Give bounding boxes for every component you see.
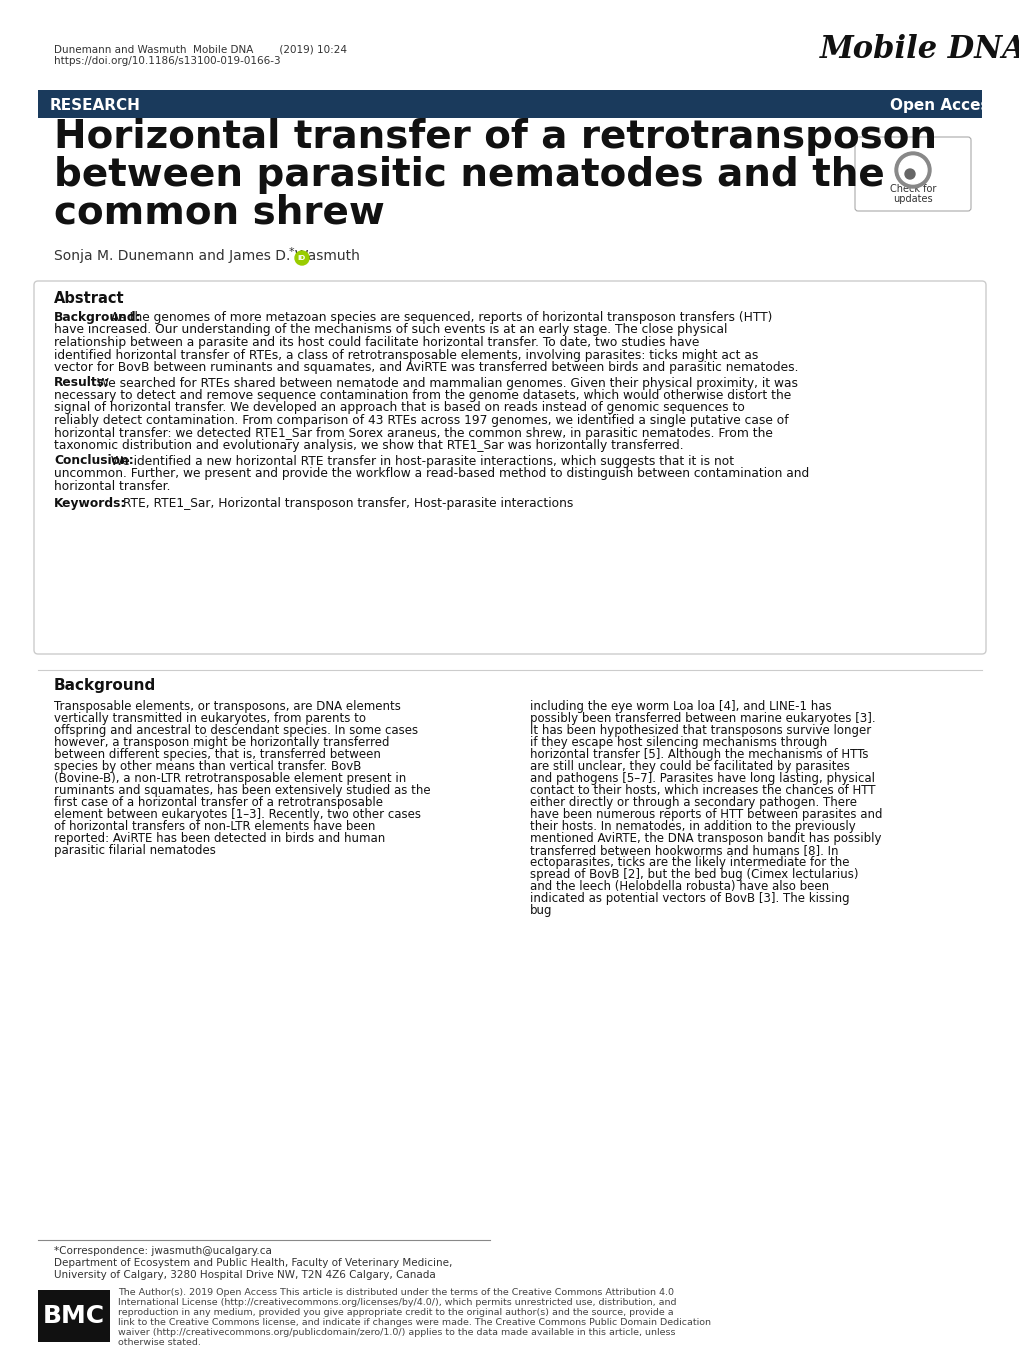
Text: uncommon. Further, we present and provide the workflow a read-based method to di: uncommon. Further, we present and provid… — [54, 466, 808, 480]
FancyBboxPatch shape — [34, 281, 985, 654]
Text: As the genomes of more metazoan species are sequenced, reports of horizontal tra: As the genomes of more metazoan species … — [107, 311, 772, 324]
Text: relationship between a parasite and its host could facilitate horizontal transfe: relationship between a parasite and its … — [54, 336, 699, 348]
Text: BMC: BMC — [43, 1304, 105, 1328]
Text: We searched for RTEs shared between nematode and mammalian genomes. Given their : We searched for RTEs shared between nema… — [93, 377, 797, 389]
Text: however, a transposon might be horizontally transferred: however, a transposon might be horizonta… — [54, 736, 389, 749]
Text: either directly or through a secondary pathogen. There: either directly or through a secondary p… — [530, 796, 856, 810]
Text: University of Calgary, 3280 Hospital Drive NW, T2N 4Z6 Calgary, Canada: University of Calgary, 3280 Hospital Dri… — [54, 1271, 435, 1280]
Text: identified horizontal transfer of RTEs, a class of retrotransposable elements, i: identified horizontal transfer of RTEs, … — [54, 348, 758, 362]
Text: vector for BovB between ruminants and squamates, and AviRTE was transferred betw: vector for BovB between ruminants and sq… — [54, 361, 798, 374]
Text: parasitic filarial nematodes: parasitic filarial nematodes — [54, 843, 216, 857]
Text: link to the Creative Commons license, and indicate if changes were made. The Cre: link to the Creative Commons license, an… — [118, 1318, 710, 1328]
Circle shape — [894, 152, 930, 188]
Circle shape — [294, 251, 309, 264]
Text: spread of BovB [2], but the bed bug (Cimex lectularius): spread of BovB [2], but the bed bug (Cim… — [530, 868, 858, 881]
Text: and the leech (Helobdella robusta) have also been: and the leech (Helobdella robusta) have … — [530, 880, 828, 894]
Text: have been numerous reports of HTT between parasites and: have been numerous reports of HTT betwee… — [530, 808, 881, 820]
Text: waiver (http://creativecommons.org/publicdomain/zero/1.0/) applies to the data m: waiver (http://creativecommons.org/publi… — [118, 1328, 675, 1337]
Text: reported: AviRTE has been detected in birds and human: reported: AviRTE has been detected in bi… — [54, 833, 385, 845]
Circle shape — [904, 170, 914, 179]
Text: offspring and ancestral to descendant species. In some cases: offspring and ancestral to descendant sp… — [54, 724, 418, 738]
Text: The Author(s). 2019 Open Access This article is distributed under the terms of t: The Author(s). 2019 Open Access This art… — [118, 1288, 674, 1296]
FancyBboxPatch shape — [38, 89, 981, 118]
Circle shape — [898, 156, 926, 184]
Text: element between eukaryotes [1–3]. Recently, two other cases: element between eukaryotes [1–3]. Recent… — [54, 808, 421, 820]
Text: Transposable elements, or transposons, are DNA elements: Transposable elements, or transposons, a… — [54, 700, 400, 713]
Text: (Bovine-B), a non-LTR retrotransposable element present in: (Bovine-B), a non-LTR retrotransposable … — [54, 772, 406, 785]
FancyBboxPatch shape — [854, 137, 970, 212]
Text: horizontal transfer: we detected RTE1_Sar from Sorex araneus, the common shrew, : horizontal transfer: we detected RTE1_Sa… — [54, 427, 772, 439]
Text: reproduction in any medium, provided you give appropriate credit to the original: reproduction in any medium, provided you… — [118, 1309, 673, 1317]
Text: Background:: Background: — [54, 311, 142, 324]
Text: *: * — [288, 247, 294, 258]
Text: Dunemann and Wasmuth  Mobile DNA        (2019) 10:24: Dunemann and Wasmuth Mobile DNA (2019) 1… — [54, 43, 346, 54]
Text: have increased. Our understanding of the mechanisms of such events is at an earl: have increased. Our understanding of the… — [54, 324, 727, 336]
Text: if they escape host silencing mechanisms through: if they escape host silencing mechanisms… — [530, 736, 826, 749]
Text: taxonomic distribution and evolutionary analysis, we show that RTE1_Sar was hori: taxonomic distribution and evolutionary … — [54, 439, 683, 452]
Text: common shrew: common shrew — [54, 194, 384, 232]
Text: and pathogens [5–7]. Parasites have long lasting, physical: and pathogens [5–7]. Parasites have long… — [530, 772, 874, 785]
Text: transferred between hookworms and humans [8]. In: transferred between hookworms and humans… — [530, 843, 838, 857]
Text: https://doi.org/10.1186/s13100-019-0166-3: https://doi.org/10.1186/s13100-019-0166-… — [54, 56, 280, 66]
Text: reliably detect contamination. From comparison of 43 RTEs across 197 genomes, we: reliably detect contamination. From comp… — [54, 414, 788, 427]
Text: first case of a horizontal transfer of a retrotransposable: first case of a horizontal transfer of a… — [54, 796, 382, 810]
Text: signal of horizontal transfer. We developed an approach that is based on reads i: signal of horizontal transfer. We develo… — [54, 401, 744, 415]
Text: Mobile DNA: Mobile DNA — [819, 34, 1019, 65]
Text: of horizontal transfers of non-LTR elements have been: of horizontal transfers of non-LTR eleme… — [54, 820, 375, 833]
Text: are still unclear, they could be facilitated by parasites: are still unclear, they could be facilit… — [530, 759, 849, 773]
Text: necessary to detect and remove sequence contamination from the genome datasets, : necessary to detect and remove sequence … — [54, 389, 791, 401]
Text: Sonja M. Dunemann and James D. Wasmuth: Sonja M. Dunemann and James D. Wasmuth — [54, 250, 360, 263]
Text: their hosts. In nematodes, in addition to the previously: their hosts. In nematodes, in addition t… — [530, 820, 855, 833]
Text: updates: updates — [893, 194, 932, 203]
Text: contact to their hosts, which increases the chances of HTT: contact to their hosts, which increases … — [530, 784, 874, 797]
Text: otherwise stated.: otherwise stated. — [118, 1338, 201, 1347]
Text: species by other means than vertical transfer. BovB: species by other means than vertical tra… — [54, 759, 361, 773]
Text: Background: Background — [54, 678, 156, 693]
Text: Results:: Results: — [54, 377, 110, 389]
Text: between different species, that is, transferred between: between different species, that is, tran… — [54, 749, 380, 761]
Text: horizontal transfer [5]. Although the mechanisms of HTTs: horizontal transfer [5]. Although the me… — [530, 749, 867, 761]
Text: bug: bug — [530, 904, 552, 917]
Text: ectoparasites, ticks are the likely intermediate for the: ectoparasites, ticks are the likely inte… — [530, 856, 849, 869]
Text: between parasitic nematodes and the: between parasitic nematodes and the — [54, 156, 883, 194]
Text: Department of Ecosystem and Public Health, Faculty of Veterinary Medicine,: Department of Ecosystem and Public Healt… — [54, 1258, 452, 1268]
Text: possibly been transferred between marine eukaryotes [3].: possibly been transferred between marine… — [530, 712, 874, 725]
FancyBboxPatch shape — [38, 1290, 110, 1342]
Text: Check for: Check for — [889, 184, 935, 194]
Text: iD: iD — [298, 255, 306, 260]
Text: Abstract: Abstract — [54, 292, 124, 306]
Text: Open Access: Open Access — [890, 98, 998, 113]
Text: ruminants and squamates, has been extensively studied as the: ruminants and squamates, has been extens… — [54, 784, 430, 797]
Text: Keywords:: Keywords: — [54, 498, 126, 510]
Text: vertically transmitted in eukaryotes, from parents to: vertically transmitted in eukaryotes, fr… — [54, 712, 366, 725]
Text: RTE, RTE1_Sar, Horizontal transposon transfer, Host-parasite interactions: RTE, RTE1_Sar, Horizontal transposon tra… — [119, 498, 573, 510]
Text: We identified a new horizontal RTE transfer in host-parasite interactions, which: We identified a new horizontal RTE trans… — [107, 454, 734, 468]
Text: indicated as potential vectors of BovB [3]. The kissing: indicated as potential vectors of BovB [… — [530, 892, 849, 904]
Text: mentioned AviRTE, the DNA transposon bandit has possibly: mentioned AviRTE, the DNA transposon ban… — [530, 833, 880, 845]
Text: RESEARCH: RESEARCH — [50, 98, 141, 113]
Text: Horizontal transfer of a retrotransposon: Horizontal transfer of a retrotransposon — [54, 118, 936, 156]
Text: horizontal transfer.: horizontal transfer. — [54, 480, 170, 492]
Text: *Correspondence: jwasmuth@ucalgary.ca: *Correspondence: jwasmuth@ucalgary.ca — [54, 1246, 272, 1256]
Text: Conclusion:: Conclusion: — [54, 454, 133, 468]
Text: International License (http://creativecommons.org/licenses/by/4.0/), which permi: International License (http://creativeco… — [118, 1298, 676, 1307]
Text: including the eye worm Loa loa [4], and LINE-1 has: including the eye worm Loa loa [4], and … — [530, 700, 830, 713]
Text: It has been hypothesized that transposons survive longer: It has been hypothesized that transposon… — [530, 724, 870, 738]
